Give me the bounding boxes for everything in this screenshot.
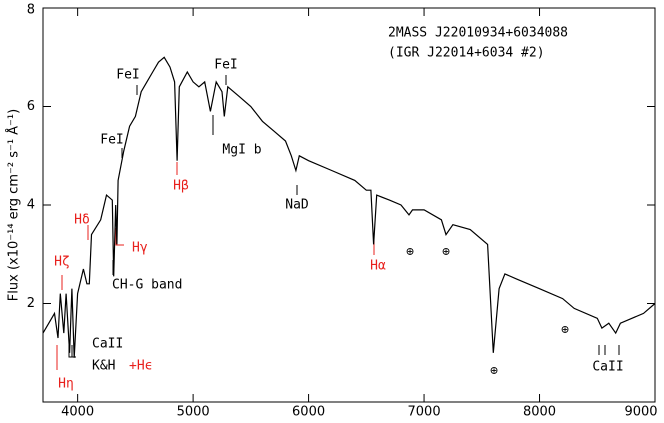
x-tick-label: 4000 — [61, 405, 94, 420]
annotation: Hη — [58, 377, 74, 392]
y-axis-label: Flux (x10⁻¹⁴ erg cm⁻² s⁻¹ Å⁻¹) — [6, 109, 22, 301]
annotation: Hγ — [132, 241, 148, 256]
y-tick-label: 6 — [27, 99, 35, 114]
line-markers — [56, 75, 620, 370]
annotation: CH-G band — [112, 278, 182, 293]
annotation: (IGR J22014+6034 #2) — [388, 46, 545, 61]
x-tick-label: 9000 — [624, 405, 657, 420]
annotation: +Hϵ — [129, 359, 152, 374]
annotation: ⊕ — [442, 245, 450, 260]
y-tick-label: 8 — [27, 3, 35, 18]
annotation: Hα — [370, 259, 386, 274]
annotation: NaD — [285, 198, 309, 213]
annotation: 2MASS J22010934+6034088 — [388, 26, 568, 41]
annotation: FeI — [100, 133, 123, 148]
annotation: Hβ — [173, 179, 189, 194]
y-tick-label: 2 — [27, 296, 35, 311]
annotation: Hδ — [74, 213, 90, 228]
x-tick-label: 8000 — [523, 405, 556, 420]
annotation: FeI — [116, 68, 139, 83]
annotation: MgI b — [222, 143, 261, 158]
annotation: ⊕ — [406, 245, 414, 260]
annotation: ⊕ — [490, 364, 498, 379]
x-tick-label: 6000 — [292, 405, 325, 420]
x-tick-label: 5000 — [177, 405, 210, 420]
spectrum-line — [42, 56, 656, 358]
annotation: Hζ — [54, 255, 70, 270]
annotation: K&H — [92, 359, 115, 374]
x-tick-label: 7000 — [408, 405, 441, 420]
annotation: CaII — [92, 337, 123, 352]
y-tick-label: 4 — [27, 198, 35, 213]
annotation: CaII — [592, 360, 623, 375]
annotation: ⊕ — [561, 323, 569, 338]
annotation: FeI — [214, 58, 237, 73]
